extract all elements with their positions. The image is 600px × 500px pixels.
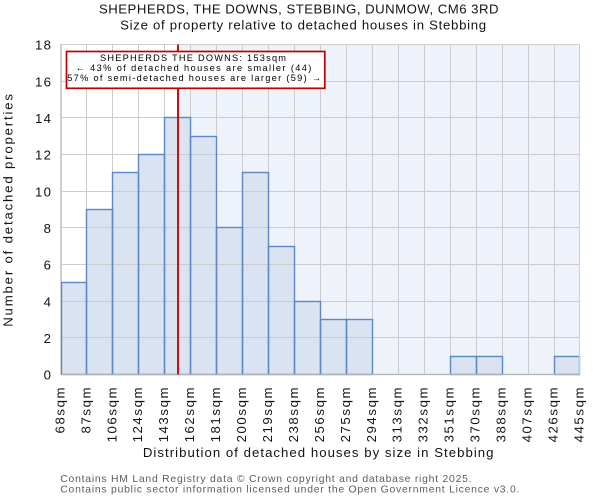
svg-text:68sqm: 68sqm <box>52 386 67 434</box>
svg-text:200sqm: 200sqm <box>234 386 249 443</box>
svg-text:6: 6 <box>44 258 53 273</box>
svg-text:238sqm: 238sqm <box>286 386 301 443</box>
svg-text:12: 12 <box>35 148 52 163</box>
svg-text:SHEPHERDS THE DOWNS: 153sqm: SHEPHERDS THE DOWNS: 153sqm <box>100 53 287 63</box>
svg-text:0: 0 <box>44 368 53 383</box>
svg-text:4: 4 <box>44 294 53 309</box>
svg-text:Size of property relative to d: Size of property relative to detached ho… <box>120 18 487 33</box>
svg-text:426sqm: 426sqm <box>545 386 560 443</box>
svg-text:219sqm: 219sqm <box>260 386 275 443</box>
svg-text:388sqm: 388sqm <box>494 386 509 443</box>
svg-text:313sqm: 313sqm <box>390 386 405 443</box>
svg-text:351sqm: 351sqm <box>442 386 457 443</box>
svg-text:Distribution of detached house: Distribution of detached houses by size … <box>143 445 495 460</box>
svg-text:16: 16 <box>35 74 52 89</box>
svg-text:106sqm: 106sqm <box>104 386 119 443</box>
svg-text:14: 14 <box>35 111 52 126</box>
svg-text:Contains public sector informa: Contains public sector information licen… <box>60 484 520 495</box>
svg-text:256sqm: 256sqm <box>312 386 327 443</box>
svg-text:124sqm: 124sqm <box>130 386 145 443</box>
svg-text:Contains HM Land Registry data: Contains HM Land Registry data © Crown c… <box>60 474 472 485</box>
svg-text:Number of detached properties: Number of detached properties <box>0 92 15 327</box>
svg-text:162sqm: 162sqm <box>182 386 197 443</box>
svg-text:370sqm: 370sqm <box>468 386 483 443</box>
svg-text:143sqm: 143sqm <box>156 386 171 443</box>
svg-text:407sqm: 407sqm <box>519 386 534 443</box>
svg-text:332sqm: 332sqm <box>416 386 431 443</box>
svg-text:SHEPHERDS, THE DOWNS, STEBBING: SHEPHERDS, THE DOWNS, STEBBING, DUNMOW, … <box>99 2 499 17</box>
svg-text:181sqm: 181sqm <box>208 386 223 443</box>
svg-text:294sqm: 294sqm <box>364 386 379 443</box>
svg-text:8: 8 <box>44 221 53 236</box>
svg-text:← 43% of detached houses are s: ← 43% of detached houses are smaller (44… <box>76 63 313 73</box>
svg-text:57% of semi-detached houses ar: 57% of semi-detached houses are larger (… <box>67 73 322 83</box>
svg-text:275sqm: 275sqm <box>338 386 353 443</box>
svg-text:18: 18 <box>35 38 52 53</box>
svg-text:2: 2 <box>44 331 53 346</box>
svg-text:445sqm: 445sqm <box>571 386 586 443</box>
svg-text:87sqm: 87sqm <box>78 386 93 434</box>
svg-text:10: 10 <box>35 184 52 199</box>
